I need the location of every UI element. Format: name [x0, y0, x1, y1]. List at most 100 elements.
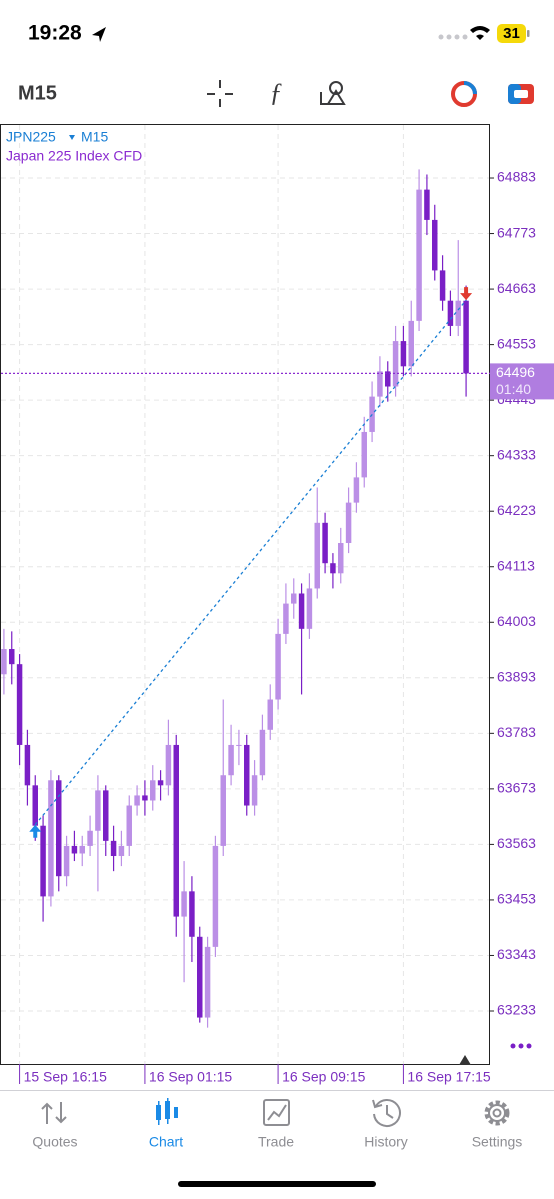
grid: 6488364773646636455364443643336422364113…: [1, 125, 536, 1085]
countdown-label: 01:40: [496, 381, 531, 397]
y-tick-label: 63893: [497, 669, 536, 685]
candle-body: [165, 744, 172, 786]
y-tick-label: 64113: [497, 557, 535, 573]
y-tick-label: 63453: [497, 891, 536, 907]
candle-body: [103, 790, 109, 841]
price-tag-label: 64496: [496, 364, 535, 380]
candle-body: [251, 775, 258, 806]
x-tick-label: 15 Sep 16:15: [24, 1069, 108, 1085]
candle-body: [338, 543, 344, 574]
y-tick-label: 63343: [497, 946, 536, 962]
y-tick-label: 64003: [497, 613, 536, 629]
home-indicator: [178, 1181, 376, 1187]
signals-button[interactable]: [451, 81, 477, 107]
candle-body: [110, 840, 117, 857]
y-tick-label: 63673: [497, 780, 536, 796]
price-tag: [490, 363, 554, 400]
trade-button[interactable]: [508, 84, 534, 104]
candle-body: [16, 664, 23, 745]
battery-tip: [527, 30, 530, 37]
clock: 19:28: [28, 22, 82, 45]
objects-button[interactable]: [320, 81, 346, 105]
candle-body: [1, 649, 7, 675]
candle-body: [157, 780, 164, 786]
candle-body: [400, 341, 407, 367]
candle-body: [189, 891, 195, 937]
candle-body: [118, 845, 125, 857]
candle-body: [345, 502, 352, 544]
candle-body: [455, 300, 461, 326]
indicators-button[interactable]: ƒ: [270, 78, 283, 107]
candle-body: [150, 780, 156, 801]
candle-body: [48, 780, 54, 897]
candle-body: [79, 845, 85, 854]
x-tick-label: 16 Sep 01:15: [149, 1069, 233, 1085]
candle-body: [463, 300, 469, 374]
tab-label[interactable]: Quotes: [32, 1134, 77, 1150]
buy-arrow: [29, 824, 42, 838]
history-icon[interactable]: [372, 1099, 401, 1127]
candle-body: [181, 891, 187, 917]
symbol-label[interactable]: JPN225: [6, 129, 56, 145]
candle-body: [220, 775, 226, 846]
y-tick-label: 64663: [497, 280, 536, 296]
sell-arrow: [460, 287, 473, 301]
candle-body: [432, 219, 438, 271]
candle-body: [236, 744, 242, 746]
candle-body: [392, 341, 399, 387]
candle-body: [63, 845, 70, 877]
x-tick-label: 16 Sep 17:15: [407, 1069, 491, 1085]
signal-icon: [438, 34, 468, 40]
candle-body: [204, 946, 211, 1018]
settings-icon[interactable]: [484, 1100, 510, 1126]
tab-label[interactable]: Trade: [258, 1134, 294, 1150]
timeframe-button[interactable]: M15: [18, 82, 57, 104]
candle-body: [385, 371, 391, 387]
candle-body: [424, 189, 430, 220]
y-tick-label: 63233: [497, 1002, 536, 1018]
candle-body: [142, 795, 148, 801]
x-tick-label: 16 Sep 09:15: [282, 1069, 366, 1085]
candle-body: [275, 633, 281, 700]
candle-body: [361, 431, 367, 478]
chart-frame: [0, 124, 490, 1065]
candle-body: [447, 300, 454, 326]
candle-body: [212, 845, 219, 947]
candle-body: [283, 603, 289, 634]
y-tick-label: 64553: [497, 335, 536, 351]
candle-body: [228, 744, 234, 776]
candle-body: [259, 729, 266, 776]
y-tick-label: 64223: [497, 502, 536, 518]
candle-body: [244, 744, 250, 806]
tab-label[interactable]: Settings: [472, 1134, 523, 1150]
trade-line: [34, 299, 467, 826]
y-tick-label: 64333: [497, 446, 536, 462]
location-icon: [92, 27, 106, 42]
wifi-icon: [470, 26, 490, 40]
chart-icon[interactable]: [156, 1098, 178, 1125]
candle-body: [87, 830, 93, 846]
battery-icon: [497, 24, 526, 43]
more-button[interactable]: [510, 1043, 532, 1049]
warning-icon: [459, 1055, 471, 1065]
tab-label[interactable]: Chart: [149, 1134, 183, 1150]
candle-body: [353, 477, 360, 503]
candle-body: [377, 371, 383, 397]
candle-body: [32, 785, 38, 826]
candle-body: [173, 744, 179, 917]
quotes-icon[interactable]: [41, 1102, 67, 1124]
candle-body: [306, 588, 313, 629]
y-tick-label: 64883: [497, 169, 536, 185]
candle-body: [298, 593, 305, 629]
crosshair-button[interactable]: [207, 80, 233, 107]
candle-body: [314, 522, 320, 589]
trade-icon[interactable]: [263, 1099, 290, 1126]
y-tick-label: 63563: [497, 835, 536, 851]
battery-level: 31: [503, 25, 520, 42]
symbol-dropdown[interactable]: [69, 135, 75, 140]
tab-label[interactable]: History: [364, 1134, 408, 1150]
